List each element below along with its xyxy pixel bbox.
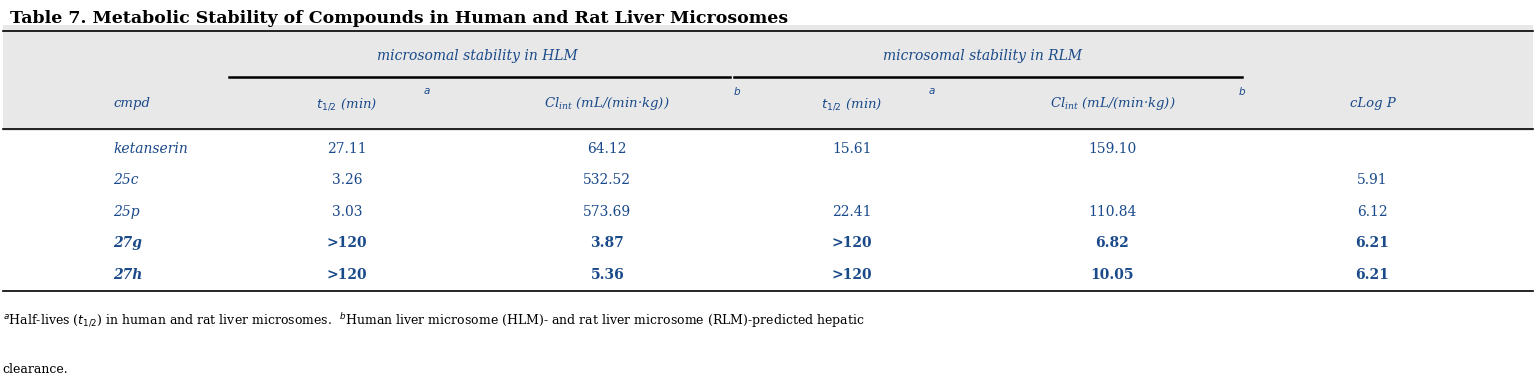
Text: $a$: $a$ — [422, 86, 430, 96]
Text: 5.36: 5.36 — [590, 268, 624, 282]
Text: 6.12: 6.12 — [1358, 205, 1389, 219]
Text: Cl$_{\mathregular{int}}$ (mL/(min·kg)): Cl$_{\mathregular{int}}$ (mL/(min·kg)) — [544, 96, 670, 112]
Text: 25p: 25p — [114, 205, 140, 219]
Text: 6.82: 6.82 — [1095, 236, 1129, 250]
Text: 573.69: 573.69 — [584, 205, 631, 219]
Text: cmpd: cmpd — [114, 97, 151, 110]
Text: cLog P: cLog P — [1350, 97, 1395, 110]
Text: 64.12: 64.12 — [588, 142, 627, 156]
FancyBboxPatch shape — [3, 25, 1533, 131]
Text: Cl$_{\mathregular{int}}$ (mL/(min·kg)): Cl$_{\mathregular{int}}$ (mL/(min·kg)) — [1049, 96, 1175, 112]
Text: ketanserin: ketanserin — [114, 142, 187, 156]
Text: 532.52: 532.52 — [584, 173, 631, 188]
Text: 25c: 25c — [114, 173, 138, 188]
Text: 10.05: 10.05 — [1091, 268, 1134, 282]
Text: 27h: 27h — [114, 268, 143, 282]
Text: 6.21: 6.21 — [1356, 268, 1390, 282]
Text: microsomal stability in RLM: microsomal stability in RLM — [883, 49, 1081, 63]
Text: 3.87: 3.87 — [590, 236, 624, 250]
Text: >120: >120 — [833, 236, 872, 250]
Text: 159.10: 159.10 — [1087, 142, 1137, 156]
Text: $^{a}$Half-lives ($t_{1/2}$) in human and rat liver microsomes.  $^{b}$Human liv: $^{a}$Half-lives ($t_{1/2}$) in human an… — [3, 312, 865, 330]
Text: $b$: $b$ — [1238, 85, 1247, 97]
Text: 5.91: 5.91 — [1358, 173, 1389, 188]
Text: >120: >120 — [327, 268, 367, 282]
Text: 22.41: 22.41 — [833, 205, 872, 219]
Text: Table 7. Metabolic Stability of Compounds in Human and Rat Liver Microsomes: Table 7. Metabolic Stability of Compound… — [11, 10, 788, 27]
Text: 3.26: 3.26 — [332, 173, 362, 188]
Text: 6.21: 6.21 — [1356, 236, 1390, 250]
Text: 110.84: 110.84 — [1087, 205, 1137, 219]
Text: 27g: 27g — [114, 236, 141, 250]
Text: >120: >120 — [833, 268, 872, 282]
Text: $a$: $a$ — [928, 86, 935, 96]
Text: $t_{1/2}$ (min): $t_{1/2}$ (min) — [316, 96, 378, 112]
Text: $t_{1/2}$ (min): $t_{1/2}$ (min) — [822, 96, 883, 112]
Text: clearance.: clearance. — [3, 363, 69, 376]
Text: 27.11: 27.11 — [327, 142, 367, 156]
Text: >120: >120 — [327, 236, 367, 250]
Text: 3.03: 3.03 — [332, 205, 362, 219]
Text: $b$: $b$ — [733, 85, 742, 97]
Text: microsomal stability in HLM: microsomal stability in HLM — [376, 49, 578, 63]
Text: 15.61: 15.61 — [833, 142, 872, 156]
